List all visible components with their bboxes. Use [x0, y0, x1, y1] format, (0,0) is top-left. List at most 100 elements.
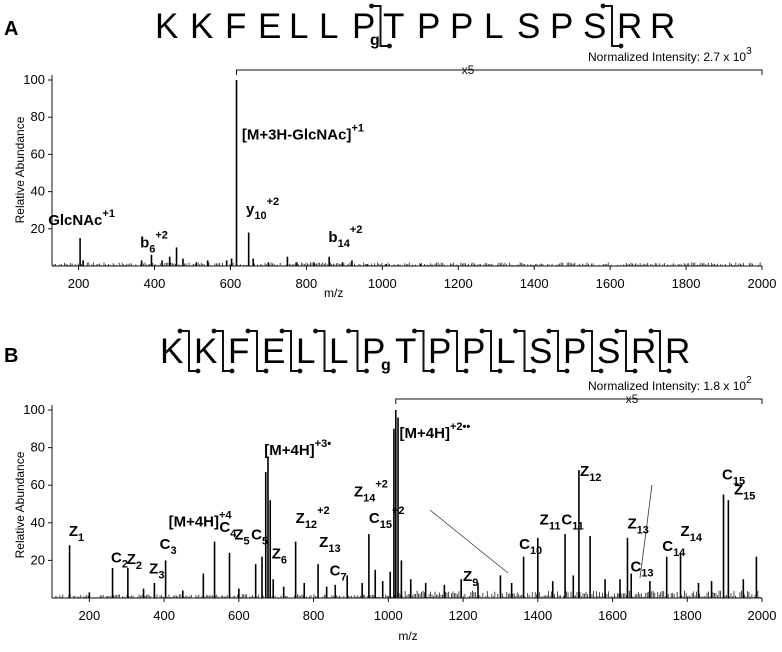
- spectrum-b: 20 40 60 80 100 200 400 600 800 1000 1200 1400 1600 1…: [23, 402, 776, 623]
- x-tick-label: 1000: [374, 608, 403, 623]
- residue: E: [258, 7, 281, 46]
- cleavage-bracket: [315, 330, 334, 372]
- residue: P: [450, 7, 473, 46]
- bracket-tip: [531, 368, 536, 374]
- bracket-tip: [313, 328, 318, 334]
- cleavage-bracket: [583, 330, 601, 372]
- x-tick-label: 1600: [596, 276, 625, 291]
- y-tick-label: 60: [31, 477, 45, 492]
- y-tick-label: 20: [31, 221, 45, 236]
- residue: L: [319, 7, 338, 46]
- peak-annotation: Z1: [69, 523, 84, 544]
- residue: L: [484, 7, 503, 46]
- bracket-tip: [614, 328, 620, 334]
- residue: S: [529, 332, 552, 371]
- peak-annotation: [M+4H]+2••: [400, 421, 471, 442]
- peak-annotation: C3: [160, 536, 177, 557]
- x-tick-label: 1200: [449, 608, 478, 623]
- peak-annotation: C11: [561, 512, 583, 533]
- bracket-tip: [297, 368, 303, 374]
- peak-annotations-a: GlcNAc+1 b6+2 [M+3H-GlcNAc]+1 y10+2 b14+2: [48, 123, 364, 256]
- peak-annotation: Z3: [149, 561, 164, 582]
- residue: R: [617, 7, 642, 46]
- cleavage-bracket: [180, 330, 198, 372]
- bracket-tip: [445, 328, 451, 334]
- x-tick-label: 800: [296, 276, 318, 291]
- bracket-tip: [387, 43, 392, 49]
- bracket-tip: [263, 368, 269, 374]
- peak-annotation: C5: [251, 527, 268, 548]
- cleavage-bracket: [448, 330, 466, 372]
- cleavage-bracket: [549, 330, 567, 372]
- bracket-tip: [600, 3, 606, 9]
- bracket-tip: [412, 328, 417, 334]
- bracket-tip: [245, 328, 251, 334]
- x-tick-label: 1200: [444, 276, 473, 291]
- cleavage-bracket: [482, 330, 500, 372]
- peak-annotation: [M+3H-GlcNAc]+1: [242, 123, 364, 144]
- residue: L: [329, 332, 348, 371]
- bracket-tip: [513, 328, 518, 334]
- residue: K: [160, 332, 183, 371]
- peak-annotation: Z14: [681, 523, 703, 544]
- residue: P: [428, 332, 451, 371]
- residue: S: [583, 7, 606, 46]
- magnification-label: x5: [626, 392, 639, 406]
- x-tick-label: 1400: [520, 276, 549, 291]
- bracket-tip: [618, 43, 624, 49]
- cleavage-bracket: [371, 5, 390, 47]
- panel-a: A K K F E L L Pg T P P L S P S R R Normalized Intensity…: [4, 3, 776, 300]
- x-axis-title-a: m/z: [324, 286, 343, 300]
- bracket-tip: [211, 328, 217, 334]
- normalized-intensity-b: Normalized Intensity: 1.8 x 102: [588, 375, 752, 393]
- sequence-b: K K F E L L Pg T P P L S P S R R: [160, 332, 690, 374]
- peak-annotation: [M+4H]+3•: [264, 438, 331, 459]
- residue: K: [190, 7, 213, 46]
- cleavage-brackets-a: [369, 3, 624, 49]
- peak-annotation: Z5: [234, 527, 249, 548]
- residue: P: [563, 332, 586, 371]
- x-tick-label: 200: [79, 608, 101, 623]
- peak-annotation: C2: [111, 549, 128, 570]
- x-tick-label: 800: [303, 608, 325, 623]
- residue: R: [650, 7, 675, 46]
- magnification-line: [236, 69, 763, 75]
- y-tick-label: 20: [31, 552, 45, 567]
- peak-annotation: C15+2: [369, 505, 405, 531]
- residue: R: [631, 332, 656, 371]
- x-tick-label: 400: [144, 276, 166, 291]
- cleavage-bracket: [651, 330, 669, 372]
- residue: P: [362, 332, 385, 371]
- peak-annotation: Z2: [127, 551, 142, 572]
- x-tick-label: 200: [68, 276, 90, 291]
- cleavage-bracket: [282, 330, 300, 372]
- bracket-tip: [580, 328, 586, 334]
- bracket-tip: [195, 368, 201, 374]
- x-tick-label: 2000: [748, 608, 777, 623]
- residue: T: [383, 7, 404, 46]
- residue: P: [417, 7, 440, 46]
- glycan-mark: g: [381, 357, 391, 374]
- residue: P: [462, 332, 485, 371]
- x-tick-label: 600: [220, 276, 242, 291]
- residue: T: [395, 332, 416, 371]
- residue: S: [517, 7, 540, 46]
- cleavage-bracket: [248, 330, 266, 372]
- residue: K: [155, 7, 178, 46]
- residue: E: [262, 332, 285, 371]
- peak-annotation: Z14+2: [354, 478, 388, 504]
- x-axis-title-b: m/z: [398, 629, 417, 643]
- cleavage-bracket: [348, 330, 367, 372]
- residue: L: [289, 7, 308, 46]
- cleavage-bracket: [515, 330, 534, 372]
- magnification-label: x5: [462, 63, 475, 77]
- residue: P: [352, 7, 375, 46]
- y-tick-label: 40: [31, 184, 45, 199]
- y-tick-label: 100: [23, 402, 45, 417]
- bracket-tip: [666, 368, 672, 374]
- peak-annotation: C14: [662, 538, 686, 559]
- magnification-bracket-b: x5: [395, 392, 763, 406]
- bracket-tip: [279, 328, 285, 334]
- cleavage-bracket: [617, 330, 635, 372]
- residue: F: [228, 332, 249, 371]
